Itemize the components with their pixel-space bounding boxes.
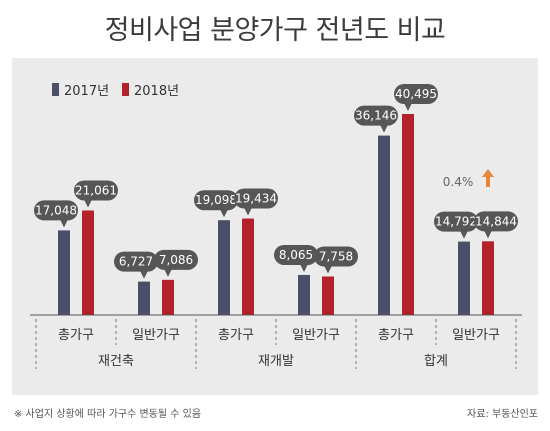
value-label-1-5: 14,844 [475,214,517,228]
value-callout-tail-0-0 [60,219,68,228]
bar-0-3 [298,274,310,315]
bar-1-2 [242,218,254,315]
legend-swatch-0 [52,83,59,96]
value-label-0-4: 36,146 [355,109,397,123]
value-callout-tail-0-5 [460,230,468,239]
value-callout-0-2 [194,190,238,211]
value-callout-tail-1-1 [164,268,172,277]
legend-label-1: 2018년 [134,84,179,99]
group-label-0: 재건축 [98,354,134,369]
value-callout-0-5 [434,211,478,232]
source-note: 자료: 부동산인포 [467,409,538,420]
bar-1-0 [82,210,94,315]
value-label-1-3: 7,758 [319,249,353,263]
legend-label-0: 2017년 [64,84,109,99]
value-callout-0-0 [34,200,78,221]
bar-1-5 [482,241,494,315]
value-callout-tail-0-2 [220,209,228,218]
value-callout-tail-1-2 [244,207,252,216]
value-callout-tail-1-0 [84,199,92,208]
value-callout-tail-1-3 [324,265,332,274]
value-label-1-1: 7,086 [159,253,193,267]
value-callout-1-2 [234,188,278,209]
bar-chart: 2017년 2018년 17,048 21,061 6,727 7,086 19,09819… [30,83,522,369]
value-callout-1-1 [154,249,198,270]
change-annotation-label: 0.4% [443,175,474,189]
value-callout-1-5 [474,211,518,232]
value-callout-tail-1-5 [484,230,492,239]
legend-swatch-1 [122,83,129,96]
value-callout-0-4 [354,105,398,126]
value-label-0-3: 8,065 [279,248,313,262]
group-label-2: 합계 [424,354,448,369]
value-callout-tail-1-4 [404,103,412,111]
value-callout-1-0 [74,180,118,201]
value-callout-1-3 [314,246,358,267]
group-label-1: 재개발 [258,354,294,369]
value-label-1-0: 21,061 [75,183,117,197]
bar-0-5 [458,241,470,315]
category-label-4: 총가구 [378,328,414,343]
bar-0-1 [138,281,150,315]
category-label-1: 일반가구 [132,328,180,343]
value-label-0-1: 6,727 [119,255,153,269]
value-callout-tail-0-3 [300,263,308,272]
chart-panel: 2017년 2018년 17,048 21,061 6,727 7,086 19,098 19… [12,58,538,395]
chart-title: 정비사업 분양가구 전년도 비교 [104,15,446,46]
value-callout-0-3 [274,244,318,265]
value-label-0-2: 19,098 [195,193,237,207]
up-arrow-icon [482,169,494,177]
value-label-0-0: 17,048 [35,203,77,217]
value-label-1-4: 40,495 [395,87,437,101]
category-label-2: 총가구 [218,328,254,343]
footnote: ※ 사업지 상황에 따라 가구수 변동될 수 있음 [14,409,202,420]
value-callout-1-4 [394,84,438,104]
value-callout-tail-0-1 [140,270,148,279]
up-arrow-stem-icon [486,176,490,187]
value-callout-0-1 [114,251,158,272]
value-label-0-5: 14,792 [435,215,477,229]
category-label-3: 일반가구 [292,328,340,343]
bar-1-1 [162,279,174,315]
value-label-1-2: 19,434 [235,192,277,206]
category-label-0: 총가구 [58,328,94,343]
category-label-5: 일반가구 [452,328,500,343]
value-callout-tail-0-4 [380,124,388,133]
bar-1-3 [322,276,334,315]
bar-0-2 [218,220,230,315]
bar-0-0 [58,230,70,315]
bar-0-4 [378,135,390,315]
bar-1-4 [402,114,414,315]
